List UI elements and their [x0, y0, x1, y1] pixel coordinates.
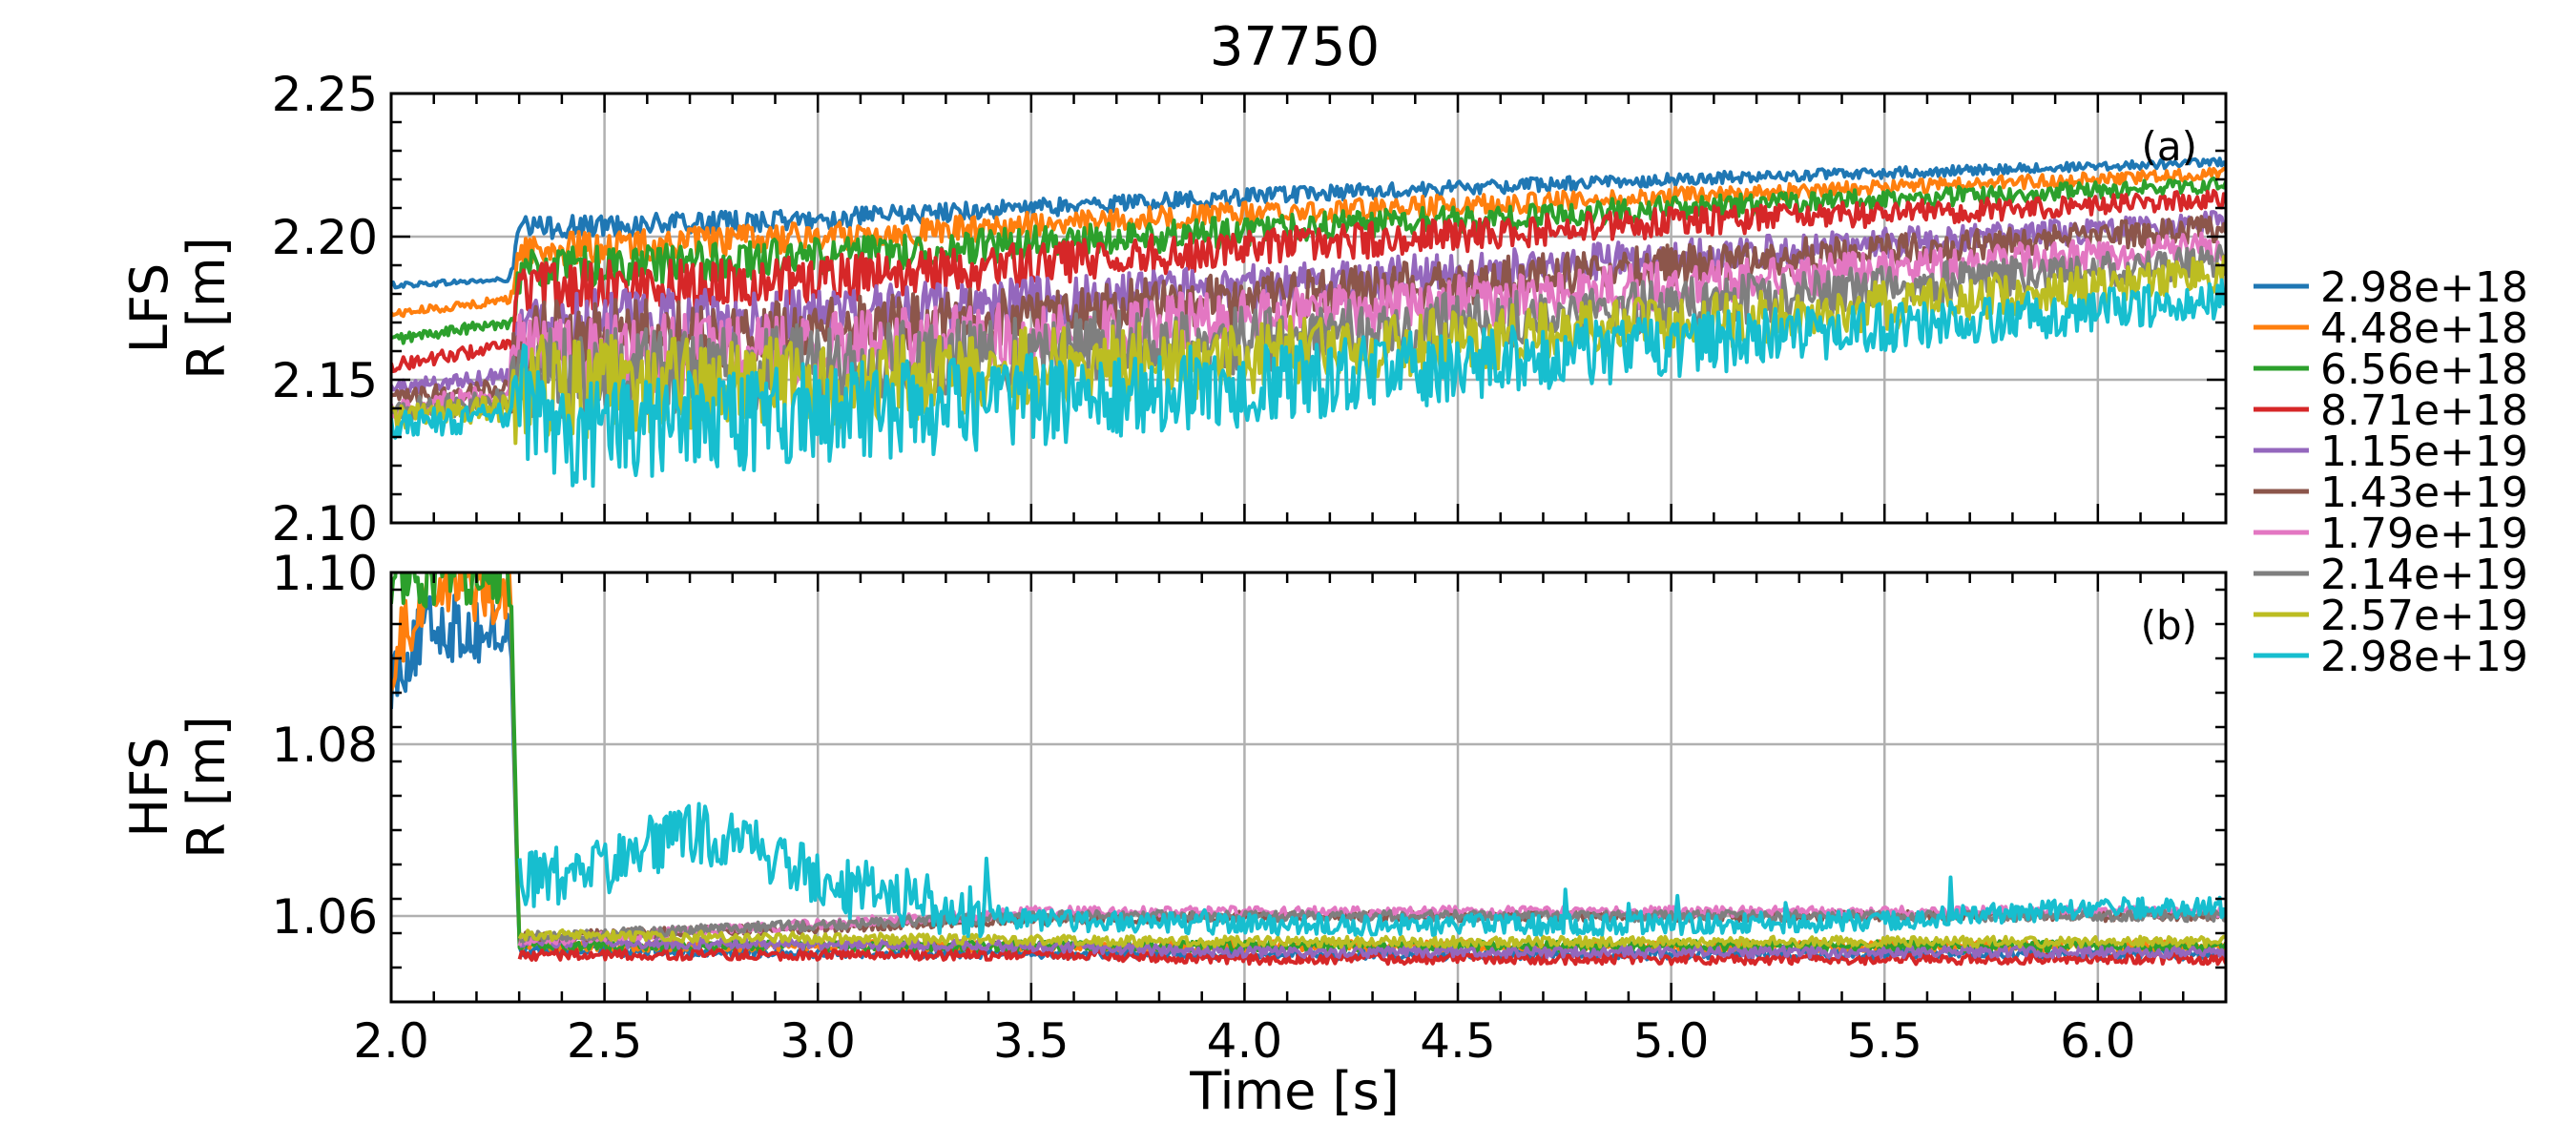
y-tick-label: 2.10 [272, 496, 378, 552]
x-tick-label: 2.0 [353, 1013, 429, 1069]
x-tick-label: 3.0 [779, 1013, 856, 1069]
panel-label: (b) [2141, 602, 2197, 649]
series-line [391, 278, 2226, 489]
legend-label: 2.57e+19 [2320, 592, 2528, 640]
series-group [391, 572, 2226, 967]
y-axis-title-line2: R [m] [177, 716, 237, 858]
chart-title: 37750 [1210, 16, 1380, 78]
y-tick-label: 2.25 [272, 67, 378, 122]
y-tick-label: 2.20 [272, 210, 378, 265]
series-line [391, 231, 2226, 420]
panel-b-hfs: 1.06 1.08 1.10 2.0 2.5 3.0 3.5 4.0 4.5 5.0 5.5 6.0 H… [119, 546, 2228, 1069]
legend-label: 1.15e+19 [2320, 427, 2528, 476]
legend-label: 6.56e+18 [2320, 345, 2528, 394]
x-tick-label: 4.5 [1420, 1013, 1496, 1069]
y-tick-label: 1.10 [272, 546, 378, 601]
series-line [517, 928, 2226, 949]
axes-frame [389, 571, 2228, 1004]
y-axis-title-line1: HFS [119, 738, 179, 838]
series-group [391, 156, 2226, 489]
series-line [517, 802, 2226, 939]
panel-label: (a) [2141, 123, 2197, 170]
x-tick-label: 5.0 [1633, 1013, 1710, 1069]
legend-label: 1.43e+19 [2320, 468, 2528, 517]
legend-label: 2.14e+19 [2320, 551, 2528, 599]
x-tick-label: 2.5 [567, 1013, 643, 1069]
x-tick-label: 4.0 [1207, 1013, 1283, 1069]
legend-label: 2.98e+18 [2320, 263, 2528, 312]
series-line [391, 188, 2226, 373]
series-line [391, 156, 2226, 290]
legend: 2.98e+184.48e+186.56e+188.71e+181.15e+19… [2254, 263, 2528, 681]
axes-frame [389, 92, 2228, 525]
x-tick-label: 6.0 [2060, 1013, 2136, 1069]
y-axis-title-line1: LFS [119, 263, 179, 353]
x-axis-title: Time [s] [1189, 1061, 1400, 1121]
x-tick-label: 5.5 [1846, 1013, 1922, 1069]
y-tick-label: 2.15 [272, 353, 378, 408]
legend-label: 8.71e+18 [2320, 386, 2528, 435]
y-tick-label: 1.06 [272, 889, 378, 945]
series-line [519, 935, 2226, 960]
y-axis-title-line2: R [m] [177, 237, 237, 379]
legend-label: 2.98e+19 [2320, 633, 2528, 681]
y-tick-label: 1.08 [272, 718, 378, 773]
series-line [517, 947, 2226, 967]
legend-label: 4.48e+18 [2320, 304, 2528, 353]
legend-label: 1.79e+19 [2320, 510, 2528, 558]
x-tick-label: 3.5 [993, 1013, 1070, 1069]
